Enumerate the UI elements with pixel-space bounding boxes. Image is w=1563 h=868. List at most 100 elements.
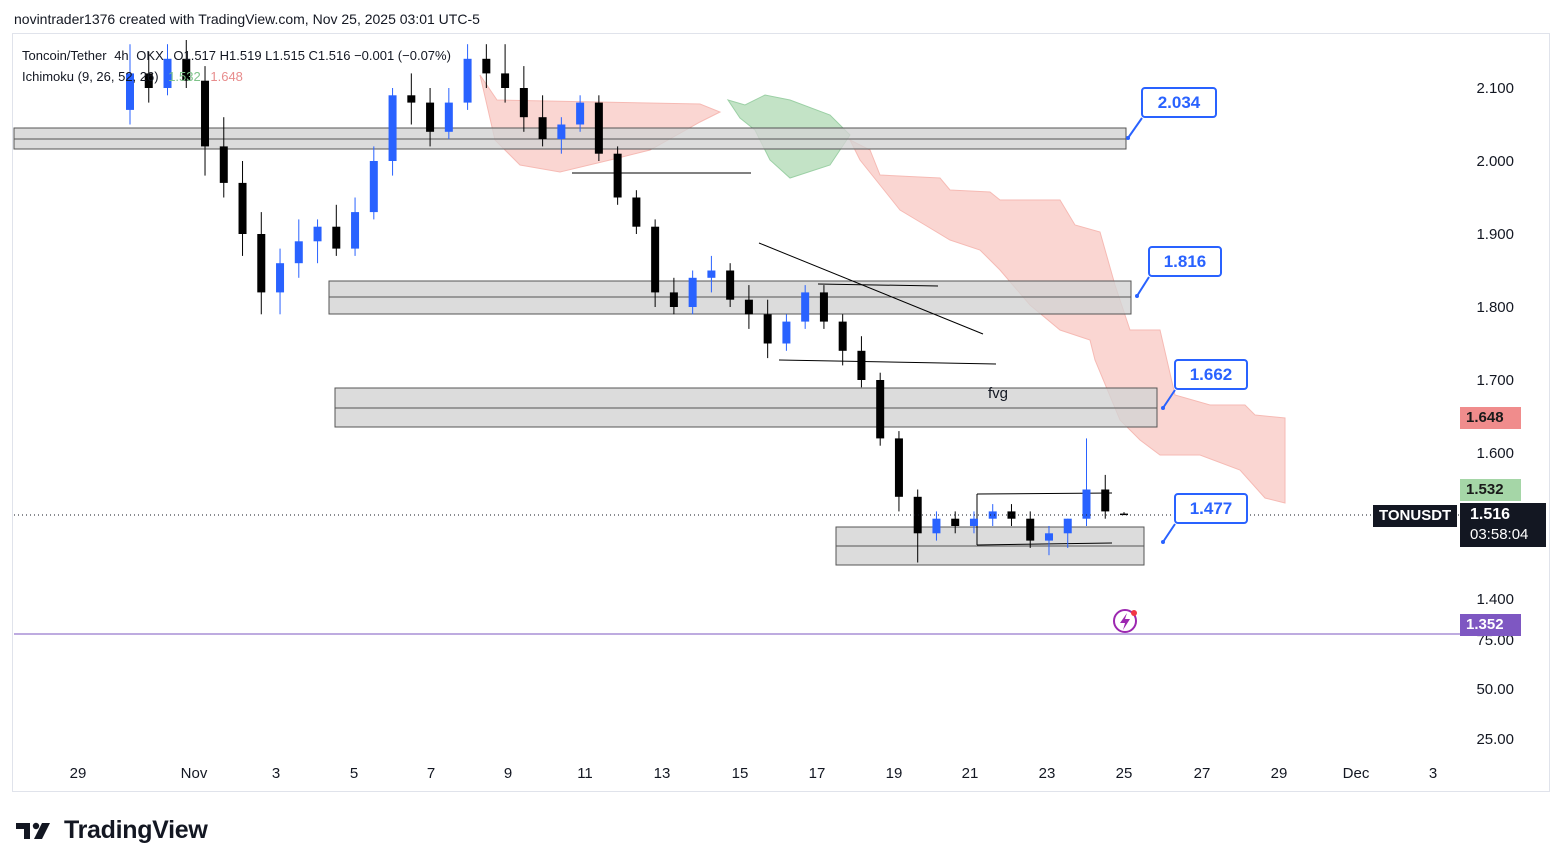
candle: [651, 219, 660, 307]
candle-body: [1026, 518, 1035, 541]
zone-2034[interactable]: [13, 127, 1127, 150]
candle: [876, 372, 885, 446]
zone-1662-fvg[interactable]: [334, 387, 1158, 428]
candle: [951, 511, 960, 534]
time-tick-label: 7: [427, 765, 435, 782]
candle-body: [238, 182, 247, 234]
callout-anchor-2: [1135, 294, 1139, 298]
price-callout-3[interactable]: 1.662: [1174, 359, 1248, 390]
candle: [688, 270, 697, 315]
candle: [932, 511, 941, 541]
range-bottom-line[interactable]: [976, 542, 1113, 546]
candle: [144, 51, 153, 103]
price-tick-label: 1.600: [1476, 445, 1514, 462]
price-axis[interactable]: 2.100 2.000 1.900 1.800 1.700 1.600 1.400: [1476, 80, 1514, 608]
candle: [763, 299, 772, 359]
time-tick-label: 5: [350, 765, 358, 782]
time-axis[interactable]: 29 Nov 3 5 7 9 11 13 15 17 19 21 23 25 27 29 Dec 3: [70, 765, 1438, 782]
candle: [426, 88, 435, 147]
time-tick-label: 13: [654, 765, 671, 782]
price-tick-label: 1.900: [1476, 226, 1514, 243]
horizontal-level-tag: 1.352: [1460, 614, 1521, 636]
candle-body: [801, 292, 810, 322]
time-tick-label: 29: [1271, 765, 1288, 782]
time-tick-label: 27: [1194, 765, 1211, 782]
support-line-2[interactable]: [778, 359, 997, 365]
oscillator-tick-label: 50.00: [1476, 681, 1514, 698]
legend-timeframe: 4h: [114, 48, 129, 63]
time-tick-label: Dec: [1343, 765, 1370, 782]
legend-exchange: OKX: [136, 48, 164, 63]
candle: [519, 66, 528, 132]
candle: [482, 44, 491, 88]
candle: [969, 511, 978, 534]
candle-body: [819, 292, 828, 322]
candle-body: [426, 102, 435, 132]
candle: [1044, 526, 1053, 556]
fvg-label: fvg: [988, 385, 1008, 402]
chart-frame[interactable]: [12, 33, 1550, 792]
candle-body: [557, 124, 566, 140]
legend-indicator-row: Ichimoku (9, 26, 52, 26) 1.532 1.648: [22, 66, 451, 87]
candle: [276, 248, 285, 315]
candle: [351, 197, 360, 256]
candle-body: [444, 102, 453, 132]
candle-body: [1007, 511, 1016, 519]
legend-symbol: Toncoin/Tether: [22, 48, 107, 63]
time-tick-label: 19: [886, 765, 903, 782]
chart-legend: Toncoin/Tether 4h OKX O1.517 H1.519 L1.5…: [22, 45, 451, 87]
tradingview-brand: TradingView: [64, 816, 208, 844]
candle: [726, 263, 735, 307]
time-tick-label: 3: [1429, 765, 1437, 782]
lightning-icon[interactable]: [1113, 609, 1137, 633]
price-callout-2[interactable]: 1.816: [1148, 246, 1222, 277]
candle-body: [969, 518, 978, 526]
legend-symbol-row: Toncoin/Tether 4h OKX O1.517 H1.519 L1.5…: [22, 45, 451, 66]
candle: [219, 117, 228, 198]
zone-1477[interactable]: [835, 526, 1145, 566]
price-tick-label: 1.700: [1476, 372, 1514, 389]
candle-body: [707, 270, 716, 278]
bar-countdown: 03:58:04: [1470, 526, 1529, 543]
candle-body: [519, 88, 528, 118]
candle: [313, 219, 322, 264]
candle-body: [894, 438, 903, 497]
candle-body: [332, 226, 341, 249]
callout-pointer-3: [1162, 389, 1176, 409]
time-tick-label: 11: [577, 765, 593, 782]
callout-anchor-1: [1126, 136, 1130, 140]
resistance-line[interactable]: [817, 283, 939, 287]
candle-body: [388, 95, 397, 161]
tradingview-logo-icon: [16, 822, 50, 839]
candle-body: [482, 58, 491, 74]
range-top-line[interactable]: [976, 492, 1113, 495]
candle: [669, 277, 678, 315]
candle: [294, 219, 303, 278]
candle: [257, 212, 266, 315]
time-tick-label: Nov: [181, 765, 208, 782]
symbol-tag: TONUSDT: [1373, 505, 1457, 527]
candle: [894, 431, 903, 512]
price-callout-4[interactable]: 1.477: [1174, 493, 1248, 524]
tradingview-logo[interactable]: TradingView: [16, 816, 208, 845]
candle-body: [1101, 489, 1110, 512]
candle-body: [594, 102, 603, 154]
cloud-span-b-tag: 1.648: [1460, 407, 1521, 429]
candle: [801, 285, 810, 329]
candle: [332, 204, 341, 256]
candle: [126, 44, 134, 125]
candle-body: [913, 496, 922, 534]
candle: [838, 314, 847, 366]
candle-body: [988, 511, 997, 519]
time-tick-label: 15: [732, 765, 749, 782]
candle: [913, 489, 922, 563]
candle: [238, 161, 247, 256]
candle-body: [838, 321, 847, 351]
candle: [1007, 504, 1016, 526]
price-callout-1[interactable]: 2.034: [1141, 87, 1217, 118]
oscillator-axis: 75.00 50.00 25.00: [1476, 632, 1514, 748]
trendline-descending[interactable]: [758, 242, 984, 335]
legend-indicator-name: Ichimoku (9, 26, 52, 26): [22, 69, 159, 84]
candle: [1063, 518, 1072, 548]
